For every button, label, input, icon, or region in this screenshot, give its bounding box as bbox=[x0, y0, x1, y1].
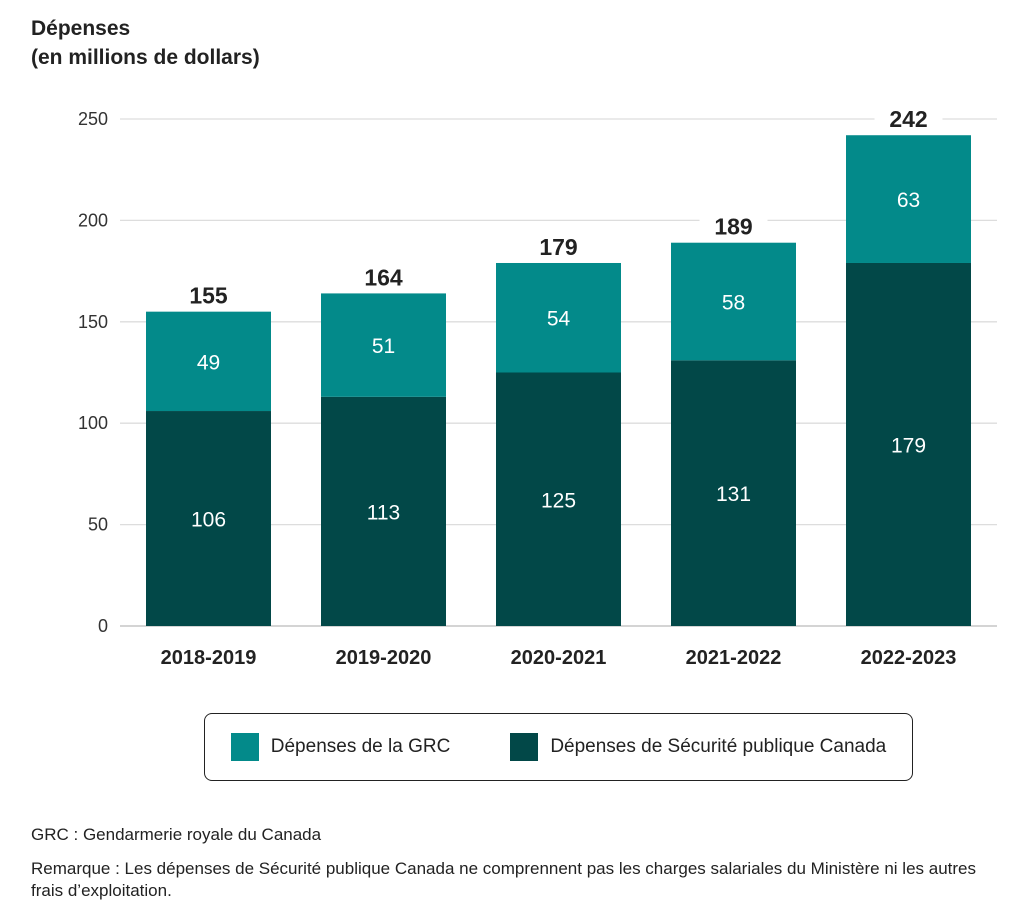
y-tick-label: 200 bbox=[78, 210, 108, 230]
segment-value-label: 113 bbox=[367, 501, 400, 524]
stacked-bar-chart: 0 50 100 150 200 250 106 49 155 2018-2019 113 51 164… bbox=[78, 105, 997, 669]
abbreviation-note: GRC : Gendarmerie royale du Canada bbox=[31, 825, 322, 844]
total-label-background bbox=[699, 212, 768, 239]
total-value-label: 179 bbox=[539, 234, 577, 260]
total-label-background bbox=[874, 105, 943, 132]
bar-segment bbox=[496, 372, 621, 626]
y-axis-title-line: (en millions de dollars) bbox=[31, 46, 260, 69]
bar-segment bbox=[146, 411, 271, 626]
legend-item-grc: Dépenses de la GRC bbox=[230, 733, 451, 761]
x-tick-label: 2019-2020 bbox=[336, 647, 432, 669]
bar-segment bbox=[496, 262, 621, 373]
x-tick-label: 2022-2023 bbox=[861, 647, 957, 669]
total-value-label: 242 bbox=[889, 106, 927, 132]
total-value-label: 189 bbox=[714, 214, 752, 240]
total-value-label: 155 bbox=[189, 283, 228, 309]
legend-label: Dépenses de Sécurité publique Canada bbox=[550, 736, 887, 757]
legend-swatch-grc bbox=[230, 733, 259, 761]
segment-value-label: 49 bbox=[197, 351, 220, 374]
segment-value-label: 179 bbox=[891, 434, 926, 457]
bar-segment bbox=[846, 262, 971, 626]
total-label-background bbox=[524, 232, 593, 259]
total-label-background bbox=[349, 263, 418, 290]
y-tick-label: 250 bbox=[78, 109, 108, 129]
y-axis-title: Dépenses (en millions de dollars) bbox=[31, 14, 260, 72]
segment-value-label: 106 bbox=[191, 509, 226, 532]
bar-segment bbox=[146, 311, 271, 412]
y-tick-label: 50 bbox=[88, 515, 108, 535]
bar-segment bbox=[846, 135, 971, 263]
x-tick-label: 2020-2021 bbox=[511, 647, 607, 669]
segment-value-label: 54 bbox=[547, 308, 571, 331]
y-axis-title-line: Dépenses bbox=[31, 17, 131, 40]
remark-note: Remarque : Les dépenses de Sécurité publ… bbox=[31, 859, 977, 900]
total-label-background bbox=[174, 281, 243, 308]
segment-value-label: 58 bbox=[722, 292, 745, 315]
bar-segment bbox=[321, 293, 446, 397]
legend-item-sp: Dépenses de Sécurité publique Canada bbox=[510, 733, 886, 761]
bar-segment bbox=[671, 242, 796, 361]
x-tick-label: 2018-2019 bbox=[161, 647, 257, 669]
segment-value-label: 51 bbox=[372, 335, 395, 358]
y-tick-label: 150 bbox=[78, 312, 108, 332]
segment-value-label: 125 bbox=[541, 489, 576, 512]
segment-value-label: 131 bbox=[716, 483, 751, 506]
legend-swatch-sp bbox=[510, 733, 539, 761]
legend-label: Dépenses de la GRC bbox=[270, 736, 451, 757]
bar-segment bbox=[321, 396, 446, 626]
legend: Dépenses de la GRC Dépenses de Sécurité … bbox=[204, 713, 913, 781]
total-value-label: 164 bbox=[364, 264, 403, 290]
bar-segment bbox=[671, 360, 796, 626]
y-tick-label: 100 bbox=[78, 413, 108, 433]
x-tick-label: 2021-2022 bbox=[686, 647, 782, 669]
segment-value-label: 63 bbox=[897, 189, 920, 212]
y-tick-label: 0 bbox=[98, 616, 108, 636]
